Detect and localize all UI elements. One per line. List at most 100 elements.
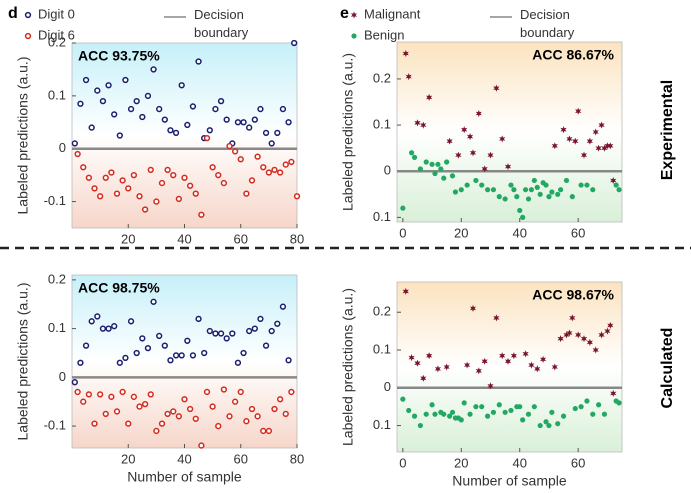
legend-label: Benign [364,27,404,42]
circle-marker [91,420,98,427]
x-tick-label: 80 [290,231,304,246]
dot-marker [449,409,456,415]
circle-marker [293,193,301,200]
dot-marker [406,407,412,414]
star-marker [575,107,582,115]
dot-marker [578,404,584,410]
dot-marker [517,207,523,214]
star-marker [534,365,541,373]
circle-marker [77,100,84,107]
circle-marker [265,169,273,176]
circle-marker [80,398,87,405]
star-marker [420,374,427,382]
circle-marker [248,177,256,184]
dot-marker [578,182,584,188]
circle-marker [158,179,166,187]
y-tick-label: 0 [384,163,391,178]
dot-marker [560,413,567,419]
circle-marker [279,303,287,310]
circle-marker [240,119,247,126]
circle-marker [96,193,104,200]
circle-marker [74,388,81,396]
star-marker [434,365,441,373]
circle-marker [268,140,275,147]
dot-marker [584,182,590,188]
circle-marker [127,318,135,325]
circle-marker [203,388,211,396]
circle-marker [223,335,230,342]
x-tick-label: 40 [177,231,191,246]
circle-marker [172,129,180,137]
circle-marker [164,410,171,418]
circle-marker [170,408,177,415]
dot-marker [496,402,502,408]
circle-marker [113,408,121,415]
dot-marker [411,154,418,160]
circle-marker [172,352,180,359]
dot-marker [555,421,561,427]
circle-marker [268,327,275,335]
y-tick-label: -0.1 [44,193,66,208]
y-tick-label: 0.2 [48,271,66,286]
plot: 0.1 0 0.1 0.2 0 20 40 60 ACC 86.67% Labeled predi… [340,6,623,240]
circle-marker [82,76,90,84]
circle-marker [192,190,199,197]
dot-marker [435,161,441,167]
circle-marker [195,58,202,65]
dot-marker [473,177,479,184]
circle-marker [206,327,213,335]
dot-marker [590,411,596,417]
dot-marker [537,191,543,197]
circle-marker [288,388,295,396]
star-marker [499,352,506,360]
star-marker [499,135,506,143]
circle-marker [147,391,154,398]
star-marker [455,151,462,159]
dot-marker [351,33,357,39]
circle-marker [141,400,149,408]
circle-marker [136,193,143,200]
x-tick-label: 0 [399,225,406,240]
legend-box: Decision boundary [194,7,249,40]
dot-marker [441,411,447,417]
circle-marker [226,413,233,420]
circle-marker [226,142,233,150]
accuracy-annotation: ACC 93.75% [78,48,160,64]
star-marker [598,121,605,129]
circle-marker [125,185,132,192]
star-marker [469,149,477,157]
circle-marker [184,337,191,344]
star-marker [607,321,614,329]
circle-marker [237,156,244,163]
legend-label: Decision boundary [194,7,249,40]
dot-marker [429,161,435,167]
circle-marker [209,164,216,171]
circle-marker [158,420,166,427]
circle-marker [274,320,281,327]
circle-marker [234,359,242,366]
dot-marker [601,411,608,417]
plot: -0.1 0 0.1 0.2 20 40 60 80 ACC 98.75% Labeled pre… [15,271,305,484]
circle-marker [122,76,129,84]
circle-marker [136,403,143,410]
circle-marker [212,330,219,337]
dot-marker [417,166,423,172]
dot-marker [423,411,429,417]
dot-marker [522,187,529,193]
star-marker [504,357,512,365]
y-tick-label: 0.1 [373,117,391,132]
dot-marker [479,182,485,188]
dot-marker [432,170,438,177]
circle-marker [94,313,101,320]
dot-marker [449,173,456,179]
circle-marker [164,166,171,174]
circle-marker [186,405,194,413]
dot-marker [511,187,517,193]
accuracy-annotation: ACC 98.75% [78,280,160,296]
dot-marker [411,413,418,419]
accuracy-annotation: ACC 98.67% [532,287,614,303]
circle-marker [285,357,292,364]
dot-marker [458,417,464,423]
circle-marker [113,190,121,197]
circle-marker [262,342,270,349]
